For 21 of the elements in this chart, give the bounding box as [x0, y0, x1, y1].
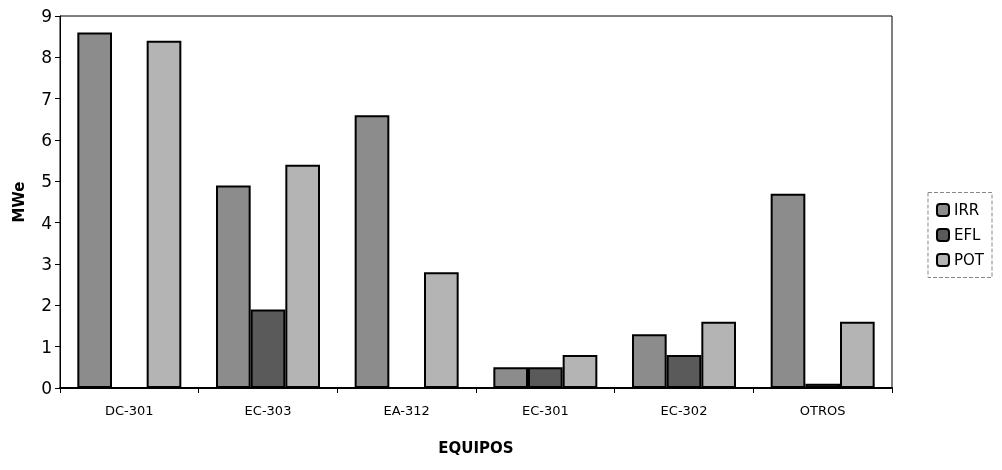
legend-label: POT	[953, 251, 985, 269]
legend-label: IRR	[953, 201, 980, 219]
y-tick-label: 2	[41, 295, 52, 316]
y-tick-label: 0	[41, 378, 52, 398]
x-tick-label: EA-312	[383, 403, 430, 418]
x-tick-label: OTROS	[799, 403, 846, 418]
y-axis-title: MWe	[9, 181, 28, 223]
y-tick-label: 5	[41, 171, 52, 192]
x-tick-label: DC-301	[105, 403, 154, 418]
y-tick-label: 3	[41, 254, 52, 274]
y-tick-label: 9	[41, 6, 52, 26]
y-tick-label: 6	[41, 130, 52, 150]
x-axis-title: EQUIPOS	[438, 438, 514, 457]
y-tick-label: 1	[41, 336, 52, 357]
y-tick-label: 4	[41, 212, 52, 233]
x-tick-label: EC-303	[244, 403, 292, 418]
x-tick-label: EC-302	[660, 403, 708, 418]
legend-label: EFL	[953, 226, 982, 244]
y-tick-label: 8	[41, 47, 52, 68]
x-tick-label: EC-301	[521, 403, 569, 418]
y-tick-label: 7	[41, 88, 52, 109]
